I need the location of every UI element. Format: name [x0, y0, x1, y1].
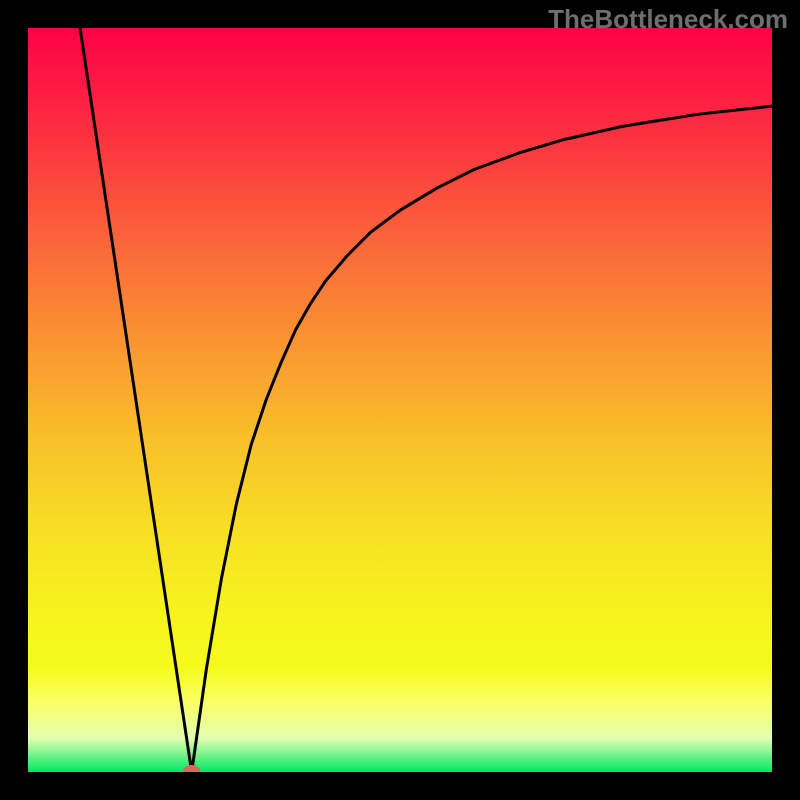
watermark-text: TheBottleneck.com	[548, 4, 788, 35]
bottleneck-chart	[0, 0, 800, 800]
plot-background	[28, 28, 772, 772]
chart-container: TheBottleneck.com	[0, 0, 800, 800]
